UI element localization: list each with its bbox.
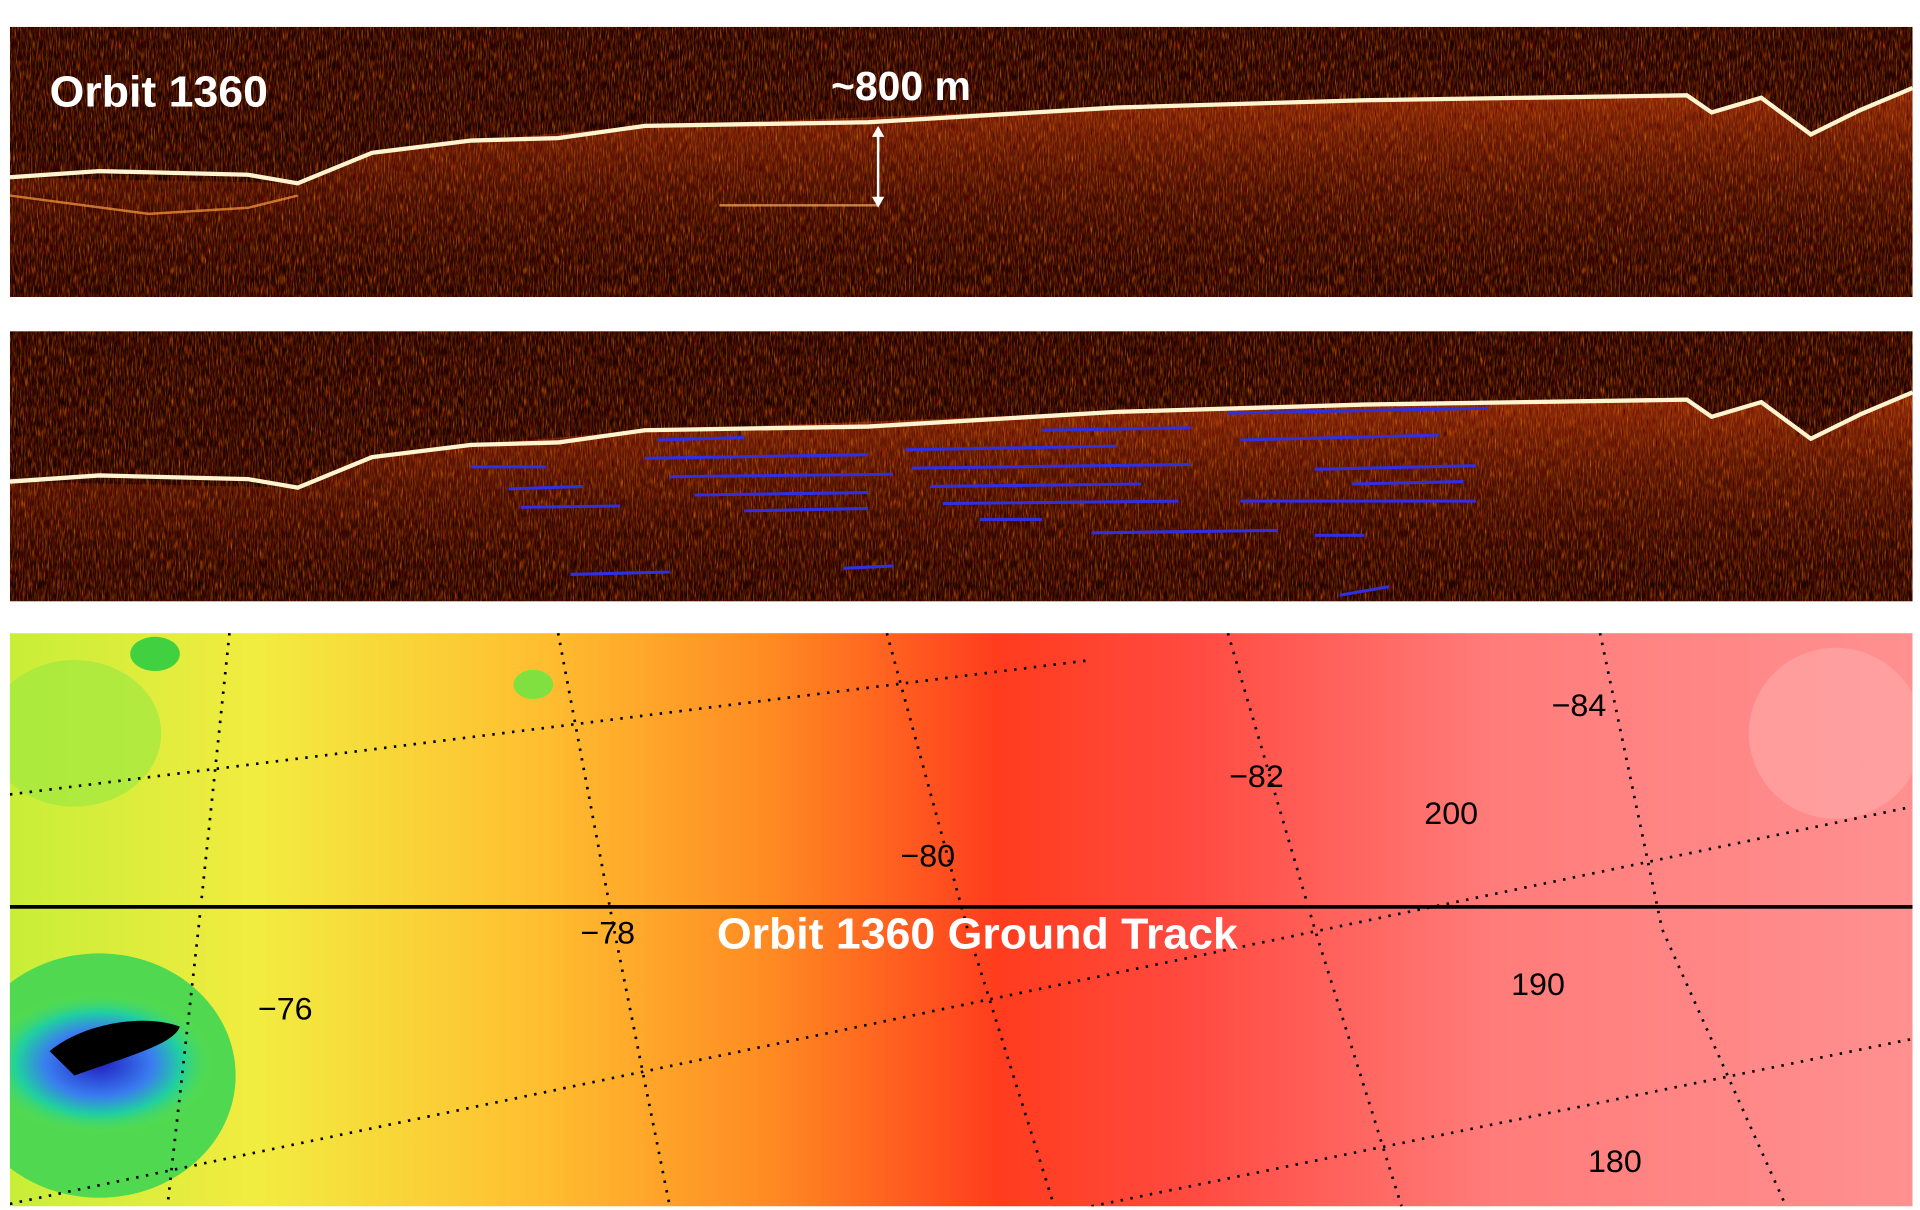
longitude-label: 190 bbox=[1511, 966, 1565, 1002]
graticule bbox=[9, 633, 1913, 1207]
latitude-label: −82 bbox=[1229, 758, 1284, 794]
latitude-label: −76 bbox=[258, 991, 313, 1027]
latitude-label: −78 bbox=[580, 915, 635, 951]
panel-label: Orbit 1360 bbox=[50, 68, 268, 117]
radargram-2 bbox=[9, 331, 1913, 602]
latitude-label: −80 bbox=[900, 838, 955, 874]
latitude-label: −84 bbox=[1552, 687, 1607, 723]
traced-layers bbox=[471, 406, 1489, 597]
arrow-head bbox=[871, 196, 885, 208]
map bbox=[9, 633, 1913, 1207]
ground-track-label: Orbit 1360 Ground Track bbox=[717, 910, 1238, 959]
thickness-annotation: ~800 m bbox=[831, 63, 971, 109]
longitude-label: 180 bbox=[1588, 1143, 1642, 1179]
radargram-1 bbox=[9, 26, 1913, 297]
longitude-label: 200 bbox=[1424, 795, 1478, 831]
arrow-head bbox=[871, 125, 885, 137]
